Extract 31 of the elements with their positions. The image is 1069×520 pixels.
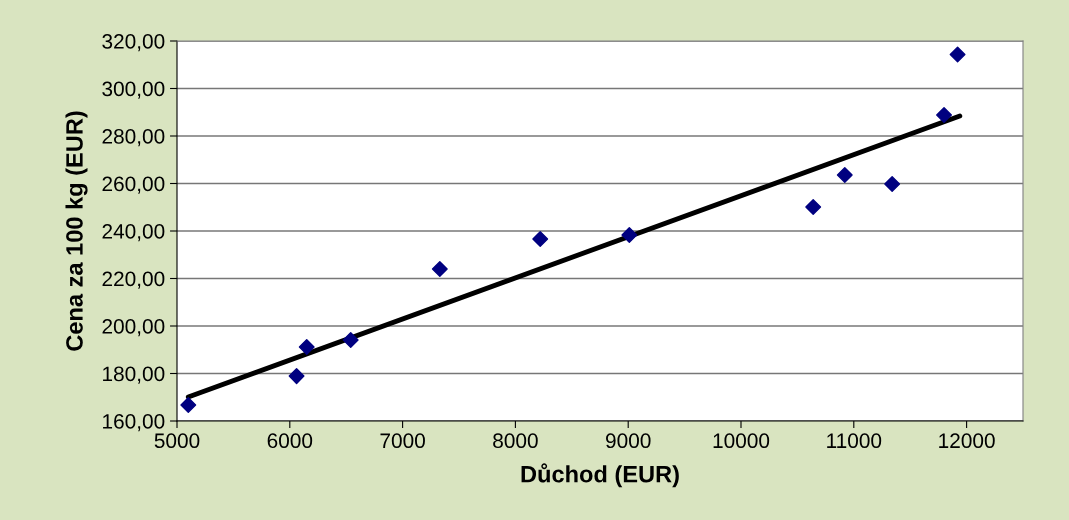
y-tick-label: 240,00 <box>102 224 165 242</box>
y-tick-label: 320,00 <box>102 34 165 52</box>
y-tick-label: 280,00 <box>102 129 165 147</box>
x-tick-label: 10000 <box>713 433 770 449</box>
y-axis-title: Cena za 100 kg (EUR) <box>65 111 88 351</box>
y-tick-label: 260,00 <box>102 176 165 194</box>
x-tick-label: 9000 <box>606 433 651 449</box>
y-tick-label: 220,00 <box>102 271 165 289</box>
point <box>532 231 549 248</box>
y-tick-label: 160,00 <box>103 414 165 432</box>
point <box>180 397 197 414</box>
x-tick-label: 5000 <box>154 433 200 449</box>
y-tick-label: 180,00 <box>103 366 165 384</box>
x-tick-label: 11000 <box>827 433 882 449</box>
x-tick-label: 12000 <box>939 433 995 449</box>
point <box>621 227 638 244</box>
point <box>342 332 359 348</box>
point <box>805 199 822 215</box>
x-tick-label: 7000 <box>380 433 425 449</box>
y-tick-label: 300,00 <box>102 81 165 99</box>
point <box>949 46 966 63</box>
point <box>884 175 901 192</box>
x-axis-title: Důchod (EUR) <box>521 463 679 488</box>
point <box>936 107 953 124</box>
point <box>836 166 853 183</box>
point <box>288 368 305 385</box>
x-tick-label: 8000 <box>493 433 538 449</box>
point <box>298 338 315 355</box>
x-tick-label: 6000 <box>267 433 313 449</box>
y-tick-label: 200,00 <box>102 319 165 337</box>
point <box>431 261 448 277</box>
